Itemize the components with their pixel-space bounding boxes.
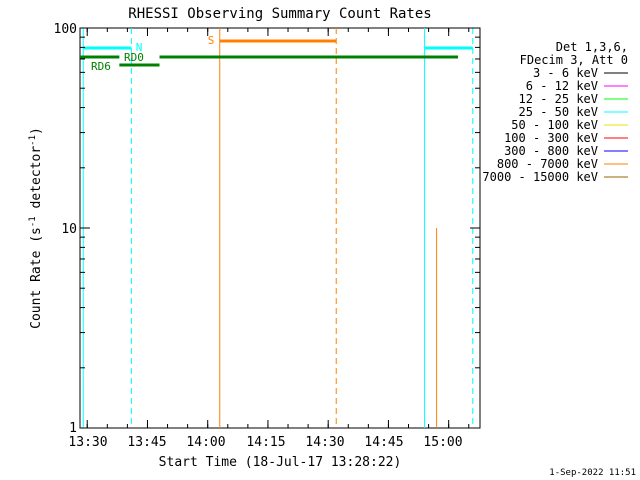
legend-header-line1: Det 1,3,6, (556, 40, 628, 54)
x-axis-label: Start Time (18-Jul-17 13:28:22) (159, 455, 402, 470)
legend-header-line2: FDecim 3, Att 0 (520, 53, 628, 67)
legend: 3 - 6 keV 6 - 12 keV 12 - 25 keV 25 - 50… (482, 66, 628, 184)
x-tick-label-1445: 14:45 (364, 435, 403, 450)
y-tick-label-10: 10 (61, 222, 77, 237)
saa-flag-label: S (208, 34, 215, 47)
chart-title: RHESSI Observing Summary Count Rates (128, 6, 431, 22)
x-tick-label-1430: 14:30 (305, 435, 344, 450)
y-tick-label-1: 1 (69, 421, 77, 436)
x-tick-label-1500: 15:00 (423, 435, 462, 450)
legend-label-4: 50 - 100 keV (511, 118, 598, 132)
tick-layer (80, 27, 480, 429)
night-flag-label: N (136, 41, 143, 54)
x-tick-label-1345: 13:45 (127, 435, 166, 450)
rd0-flag-label: RD0 (124, 51, 144, 64)
x-tick-label-1330: 13:30 (68, 435, 107, 450)
legend-label-1: 6 - 12 keV (526, 79, 598, 93)
render-timestamp: 1-Sep-2022 11:51 (549, 468, 636, 478)
legend-label-7: 800 - 7000 keV (497, 157, 598, 171)
x-tick-label-1415: 14:15 (246, 435, 285, 450)
y-axis-label: Count Rate (s-1 detector-1) (28, 127, 44, 329)
y-tick-label-100: 100 (54, 22, 77, 37)
legend-label-0: 3 - 6 keV (533, 66, 598, 80)
plot-frame (79, 27, 481, 429)
legend-label-3: 25 - 50 keV (519, 105, 598, 119)
legend-label-8: 7000 - 15000 keV (482, 170, 598, 184)
legend-label-5: 100 - 300 keV (504, 131, 598, 145)
x-tick-label-1400: 14:00 (186, 435, 225, 450)
legend-label-2: 12 - 25 keV (519, 92, 598, 106)
legend-label-6: 300 - 800 keV (504, 144, 598, 158)
rd6-flag-label: RD6 (91, 60, 111, 73)
flag-layer (80, 28, 474, 428)
